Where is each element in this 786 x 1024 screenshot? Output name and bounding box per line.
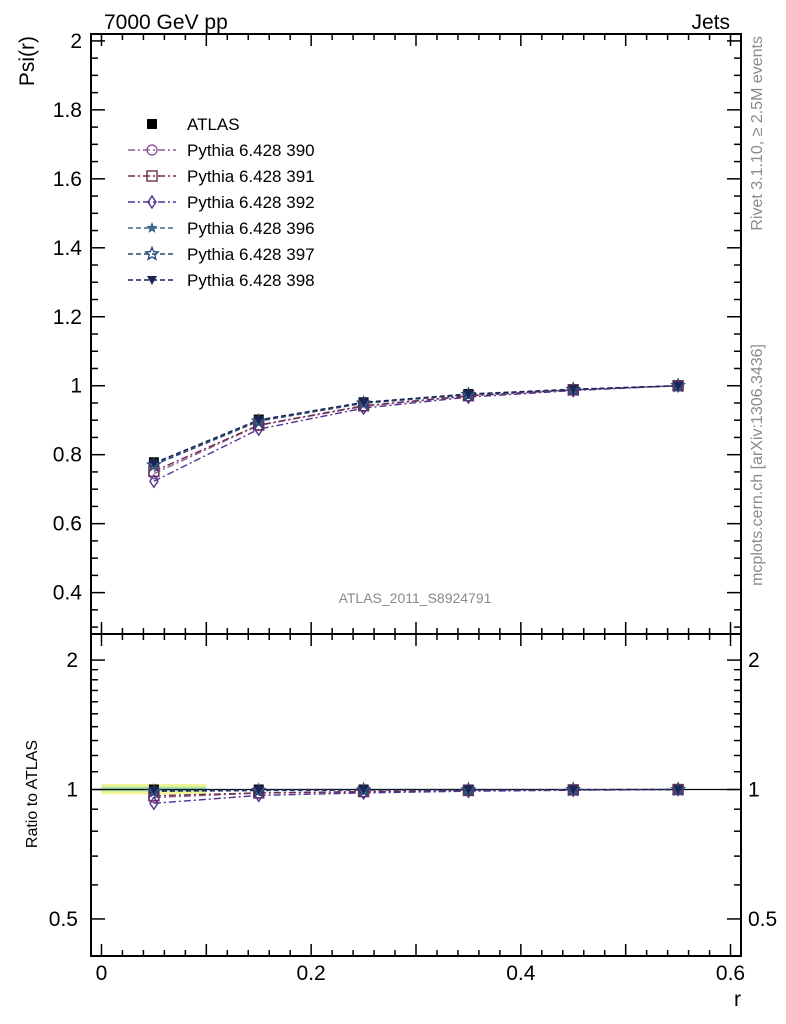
legend-label: Pythia 6.428 390: [187, 141, 315, 160]
ratio-y-tick-label: 2: [66, 649, 78, 672]
ratio-y-tick-label: 0.5: [49, 908, 78, 931]
x-axis-label: r: [734, 988, 741, 1011]
legend-marker: [147, 119, 157, 129]
ratio-data-point: [568, 785, 579, 795]
main-data-point: [253, 421, 264, 437]
ratio-y-tick-label: 1: [66, 779, 78, 802]
ratio-y-tick-label-right: 0.5: [748, 908, 777, 931]
ratio-data-point: [149, 796, 159, 811]
main-series-line: [153, 385, 679, 464]
main-series-line: [153, 385, 679, 472]
main-y-tick-label: 1: [70, 375, 82, 398]
main-y-tick-label: 0.4: [53, 582, 83, 605]
main-series-line: [153, 385, 679, 466]
main-data-point: [673, 381, 684, 391]
main-data-point: [148, 458, 159, 468]
analysis-label: ATLAS_2011_S8924791: [339, 590, 492, 606]
main-y-tick-label: 1.6: [53, 168, 82, 191]
main-data-point: [145, 456, 162, 472]
rivet-version-label: Rivet 3.1.10, ≥ 2.5M events: [749, 36, 766, 231]
main-data-point: [358, 398, 369, 408]
main-y-tick-label: 1.8: [53, 99, 82, 122]
x-tick-label: 0.4: [506, 962, 536, 985]
main-y-tick-label: 0.6: [53, 513, 82, 536]
main-y-tick-label: 1.4: [53, 237, 83, 260]
ratio-data-point: [253, 785, 264, 795]
ratio-series-line: [153, 788, 679, 804]
ratio-y-tick-label-right: 2: [748, 649, 760, 672]
ratio-data-point: [148, 786, 159, 796]
main-y-tick-label: 2: [70, 30, 82, 53]
legend-marker: [144, 245, 160, 261]
legend-marker: [146, 170, 158, 182]
main-plot: 0.4 0.6 0.8 1 1.2 1.4 1.6 1.8 2: [53, 30, 742, 956]
main-y-axis-label: Psi(r): [16, 36, 39, 86]
main-data-point: [253, 415, 264, 425]
ratio-plot: 0 0.2 0.4 0.6 0.5 1 2 0.5 1 2: [49, 633, 777, 985]
header-left-title: 7000 GeV pp: [104, 11, 228, 34]
legend-label: Pythia 6.428 397: [187, 245, 315, 264]
main-data-point: [149, 473, 159, 489]
legend-marker: [146, 144, 158, 156]
header-right-title: Jets: [691, 11, 730, 34]
legend-label: Pythia 6.428 398: [187, 271, 315, 290]
legend-label: Pythia 6.428 391: [187, 167, 315, 186]
ratio-series-line: [153, 788, 679, 791]
legend-marker: [147, 194, 157, 210]
main-y-tick-label: 0.8: [53, 444, 82, 467]
main-data-point: [568, 385, 579, 395]
x-tick-label: 0: [96, 962, 108, 985]
legend-label: Pythia 6.428 392: [187, 193, 315, 212]
ratio-data-point: [358, 785, 369, 795]
main-series-line: [153, 385, 679, 482]
legend-marker: [146, 222, 158, 233]
x-tick-label: 0.2: [297, 962, 326, 985]
legend: ATLAS Pythia 6.428 390 Pythia 6.428 391 Pyt…: [128, 115, 315, 290]
ratio-plot-frame: [90, 633, 742, 957]
ratio-data-point: [673, 785, 684, 795]
legend-label: Pythia 6.428 396: [187, 219, 315, 238]
ratio-y-tick-label-right: 1: [748, 779, 760, 802]
x-tick-label: 0.6: [716, 962, 745, 985]
legend-label: ATLAS: [187, 115, 240, 134]
main-data-point: [463, 390, 474, 399]
ratio-data-point: [463, 785, 474, 795]
legend-marker: [147, 276, 157, 285]
main-y-tick-label: 1.2: [53, 306, 82, 329]
ratio-y-axis-label: Ratio to ATLAS: [24, 740, 41, 848]
mcplots-label: mcplots.cern.ch [arXiv:1306.3436]: [749, 344, 766, 586]
